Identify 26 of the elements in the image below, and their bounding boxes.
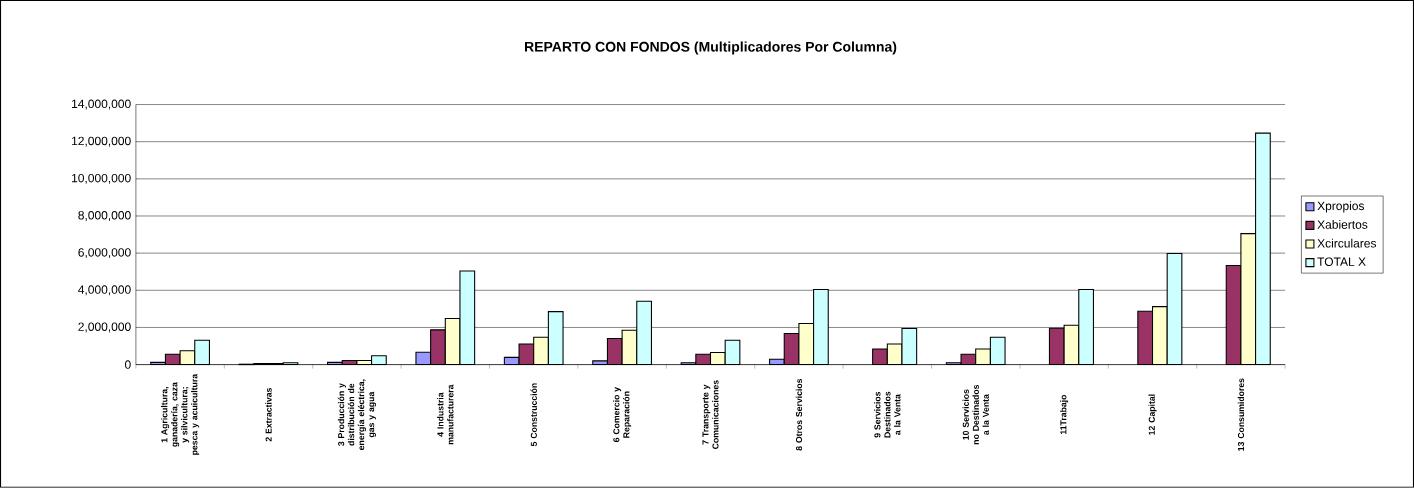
y-tick-label: 14,000,000 xyxy=(72,99,131,110)
y-tick-label: 12,000,000 xyxy=(72,136,131,147)
y-tick-label: 2,000,000 xyxy=(78,322,131,333)
x-tick-label: 5 Construcción xyxy=(530,383,537,447)
y-tick-label: 4,000,000 xyxy=(78,285,131,296)
legend-label: Xpropios xyxy=(1317,201,1365,213)
y-tick-label: 6,000,000 xyxy=(78,248,131,259)
x-tick-label: 9 Servicios Destinados a la Venta xyxy=(874,391,901,438)
x-tick-label: 11Trabajo xyxy=(1060,395,1069,435)
y-tick-label: 8,000,000 xyxy=(78,211,131,222)
x-tick-label: 6 Comercio y Reparación xyxy=(613,387,632,443)
legend-label: TOTAL X xyxy=(1317,257,1366,267)
y-tick-label: 0 xyxy=(124,360,131,369)
x-tick-label: 2 Extractivas xyxy=(265,388,272,442)
x-tick-label: 1 Agricultura, ganadería, caza y silvicultura; pesca y acuicultura xyxy=(161,373,200,455)
x-tick-label: 12 Capital xyxy=(1148,394,1157,435)
legend-label: Xcirculares xyxy=(1317,238,1377,248)
x-tick-label: 10 Servicios no Destinados a la Venta xyxy=(962,385,989,445)
x-tick-label: 7 Transporte y Comunicaciones xyxy=(702,380,719,450)
chart-title: REPARTO CON FONDOS (Multiplicadores Por Columna) xyxy=(525,41,897,55)
x-tick-label: 3 Producción y distribución de energía eléctrica, gas y agua xyxy=(337,379,377,451)
y-tick-label: 10,000,000 xyxy=(72,173,131,184)
x-tick-label: 8 Otros Servicios xyxy=(795,378,803,451)
x-tick-label: 13 Consumidores xyxy=(1237,378,1245,451)
x-tick-label: 4 Industria manufacturera xyxy=(437,384,454,445)
legend-label: Xabiertos xyxy=(1317,220,1368,229)
